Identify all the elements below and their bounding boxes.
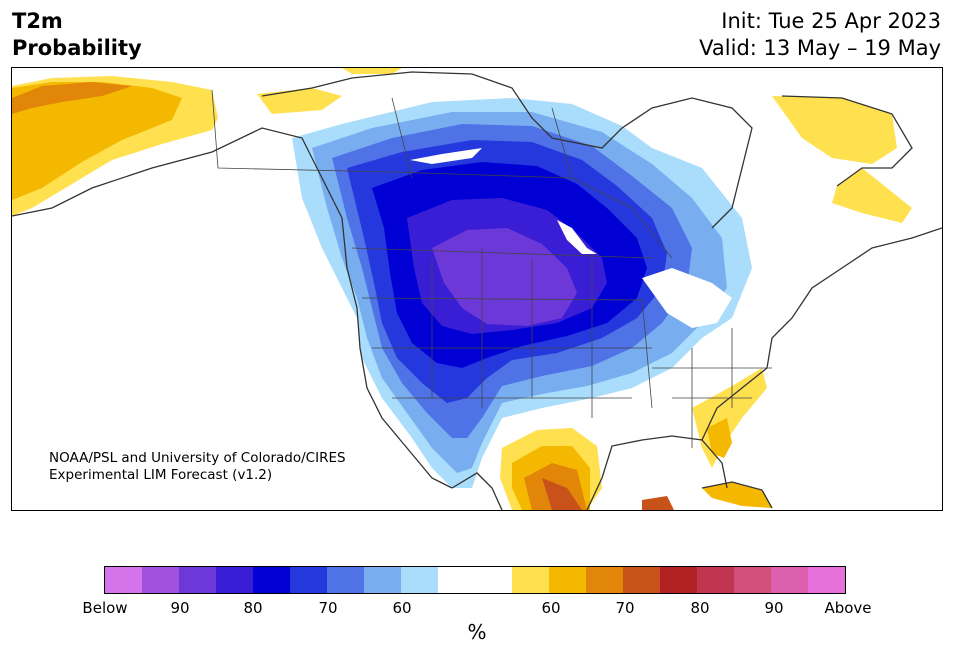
colorbar-cell xyxy=(808,567,845,593)
colorbar-cell xyxy=(327,567,364,593)
hudson-bay-lake xyxy=(410,148,482,164)
lake-winnipeg xyxy=(557,220,597,254)
colorbar-cell xyxy=(364,567,401,593)
state-borders xyxy=(211,89,772,448)
colorbar-cell xyxy=(549,567,586,593)
mexico-above-70 xyxy=(542,478,582,510)
colorbar xyxy=(104,566,846,594)
colorbar-tick-label: Below xyxy=(82,599,128,617)
colorbar-cell xyxy=(512,567,549,593)
forecast-credit: NOAA/PSL and University of Colorado/CIRE… xyxy=(49,450,346,484)
product-label: Probability xyxy=(12,36,142,60)
colorbar-ticks: Below 90 80 70 60 60 70 80 90 Above xyxy=(0,599,953,619)
colorbar-cell xyxy=(771,567,808,593)
colorbar-tick-label: 90 xyxy=(170,599,190,617)
colorbar-tick-label: 60 xyxy=(392,599,412,617)
great-lakes xyxy=(642,268,732,328)
colorbar-cell xyxy=(586,567,623,593)
forecast-dates: Init: Tue 25 Apr 2023 Valid: 13 May – 19… xyxy=(699,8,941,62)
credit-line-1: NOAA/PSL and University of Colorado/CIRE… xyxy=(49,450,346,466)
probability-map xyxy=(11,67,943,511)
colorbar-cell xyxy=(142,567,179,593)
colorbar-tick-label: 90 xyxy=(764,599,784,617)
colorbar-cell xyxy=(697,567,734,593)
arctic-above-50 xyxy=(342,68,402,74)
colorbar-tick-label: 80 xyxy=(243,599,263,617)
colorbar-tick-label: 60 xyxy=(541,599,561,617)
colorbar-unit: % xyxy=(467,620,487,644)
labrador-above-50 xyxy=(832,168,912,223)
colorbar-cell xyxy=(475,567,512,593)
colorbar-cell xyxy=(105,567,142,593)
colorbar-cell xyxy=(734,567,771,593)
caribbean-above-70 xyxy=(642,496,674,510)
map-title: T2m Probability xyxy=(12,8,142,62)
map-canvas xyxy=(12,68,942,510)
init-date: Init: Tue 25 Apr 2023 xyxy=(721,9,941,33)
alaska-above-65 xyxy=(12,82,132,114)
colorbar-cell xyxy=(401,567,438,593)
florida-above-60 xyxy=(707,418,732,458)
greenland-above-50 xyxy=(772,96,897,164)
colorbar-tick-label: 70 xyxy=(615,599,635,617)
alaska-above-60 xyxy=(12,82,182,200)
colorbar-tick-label: 70 xyxy=(318,599,338,617)
colorbar-cell xyxy=(290,567,327,593)
colorbar-cell xyxy=(216,567,253,593)
valid-range: Valid: 13 May – 19 May xyxy=(699,36,941,60)
colorbar-tick-label: Above xyxy=(824,599,872,617)
colorbar-cell xyxy=(253,567,290,593)
credit-line-2: Experimental LIM Forecast (v1.2) xyxy=(49,467,273,483)
colorbar-cell xyxy=(623,567,660,593)
colorbar-cell xyxy=(660,567,697,593)
colorbar-cell xyxy=(179,567,216,593)
coastlines xyxy=(12,71,942,510)
nw-canada-above-50 xyxy=(257,88,342,114)
variable-label: T2m xyxy=(12,9,63,33)
colorbar-cell xyxy=(438,567,475,593)
cold-below-85 xyxy=(432,228,577,326)
colorbar-tick-label: 80 xyxy=(690,599,710,617)
southeast-above-50 xyxy=(692,368,767,468)
